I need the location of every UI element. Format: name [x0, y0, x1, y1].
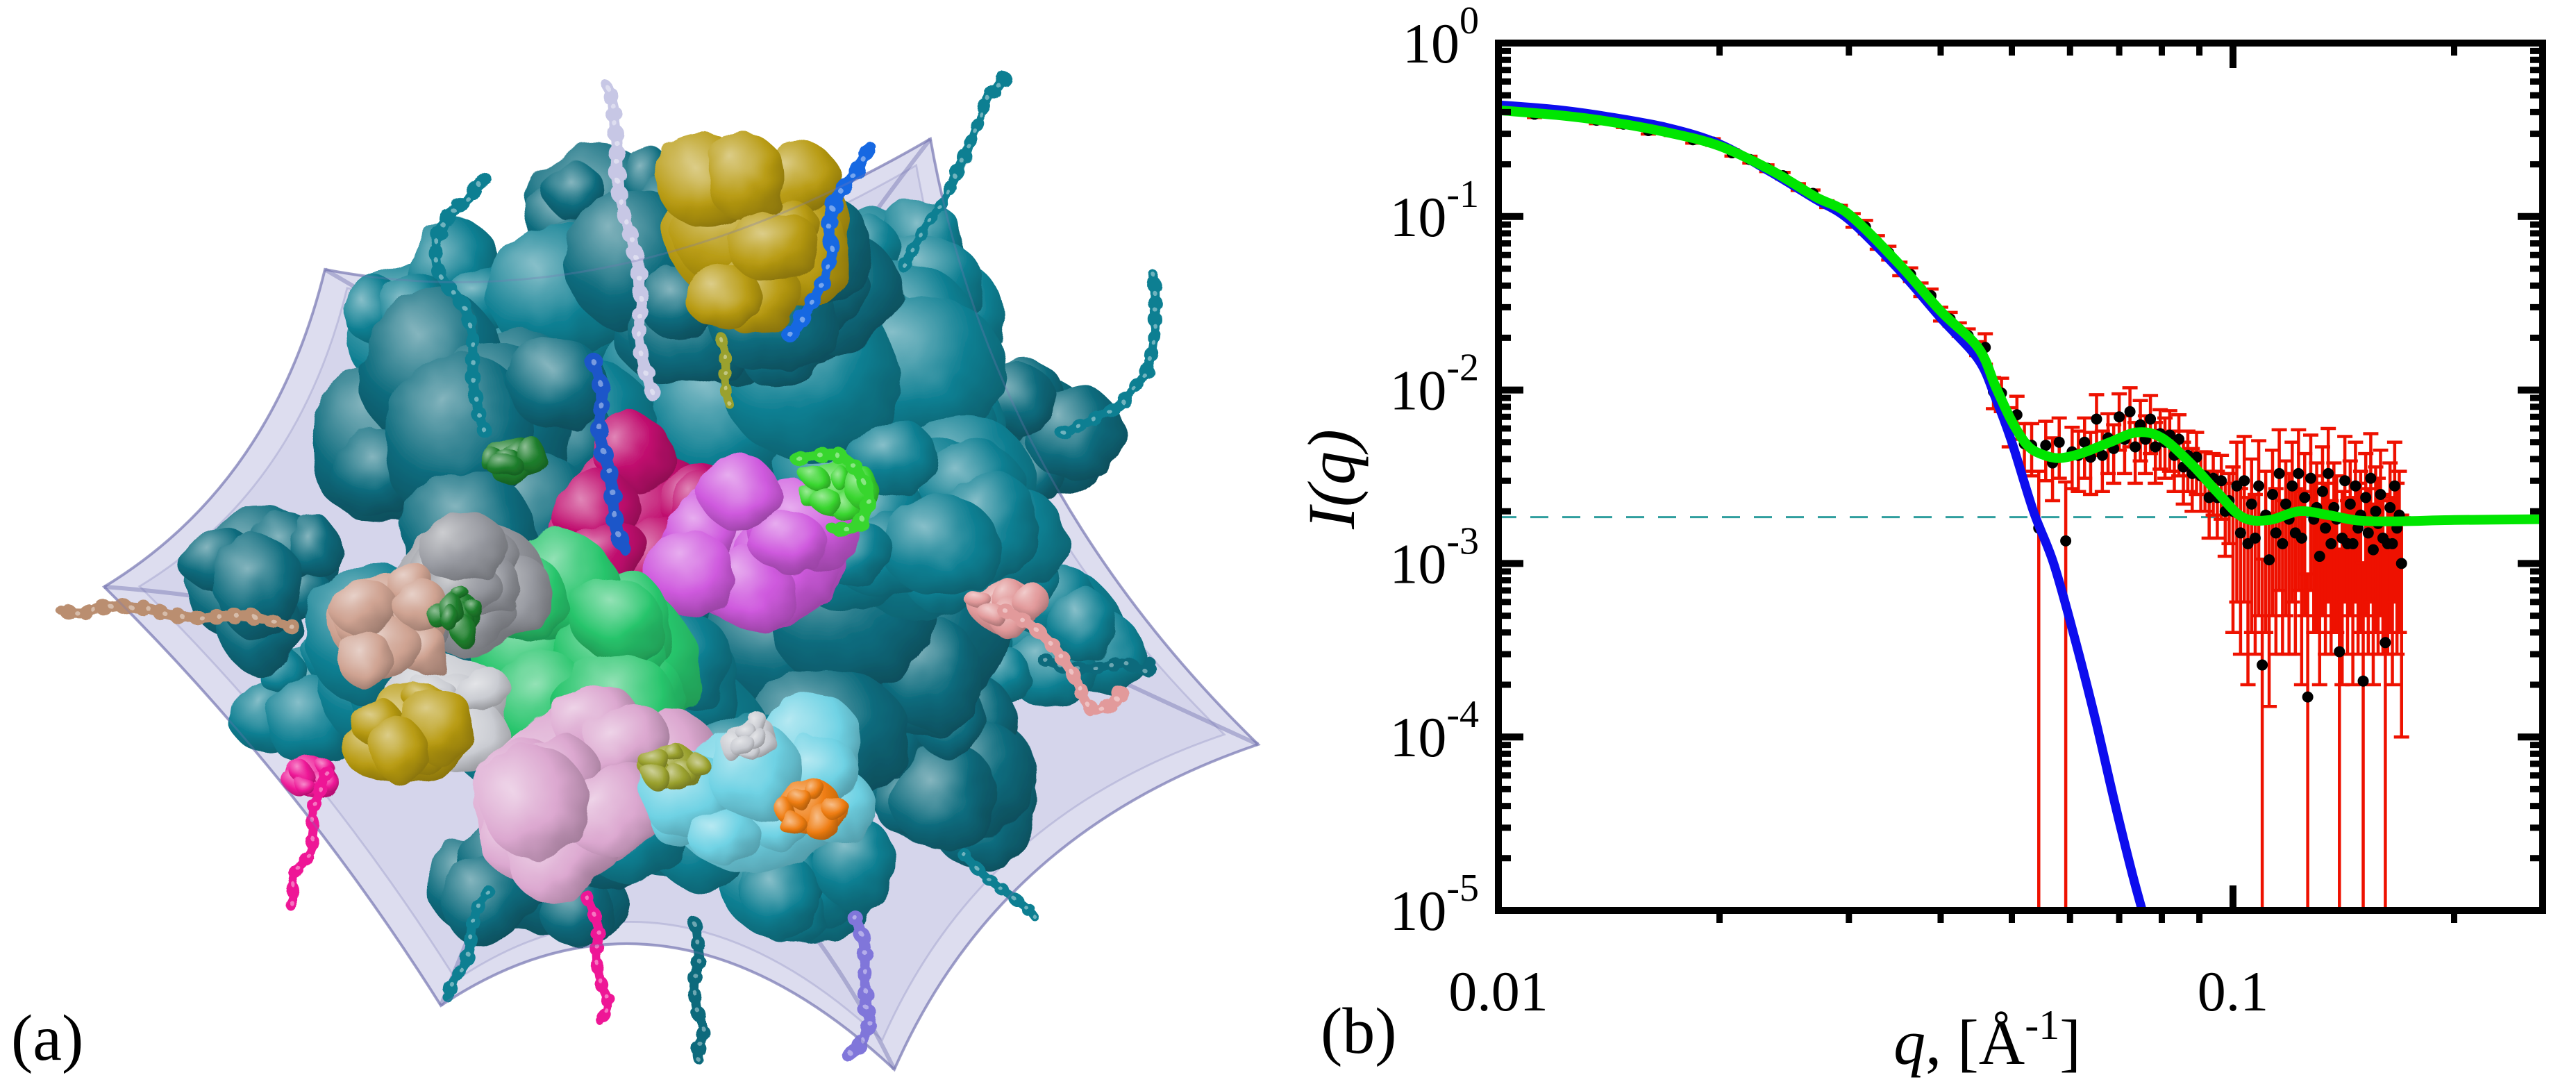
y-axis-label: I(q): [1294, 429, 1369, 530]
subunit-pink_tan: [327, 560, 449, 687]
subunit-olive: [640, 742, 706, 792]
molecular-render-panel: [52, 70, 1261, 1072]
y-tick-label-1e-1: 10-1: [1389, 173, 1479, 249]
subunit-violet: [647, 456, 858, 628]
subunit-plum: [472, 682, 724, 901]
y-tick-label-1e0: 100: [1403, 0, 1479, 75]
bead-chain-tan: [52, 598, 299, 634]
bead-chain-teal: [429, 170, 494, 440]
bead-chain-olive: [715, 333, 736, 411]
bead-chain-teal: [896, 70, 1013, 273]
bead-chain-teal: [958, 849, 1043, 925]
bead-chain-royal_blue: [585, 353, 636, 560]
bead-chain-teal_dark: [687, 917, 708, 1067]
flexible-termini-chains: [52, 70, 1162, 1067]
y-tick-label-1e-2: 10-2: [1389, 347, 1479, 422]
protein-subunit-blobs: [178, 133, 1143, 949]
bead-chain-purple: [837, 910, 879, 1061]
bead-chain-hot_pink: [579, 890, 617, 1030]
x-tick-label-0.01: 0.01: [1448, 960, 1548, 1023]
axis-ticks: [1498, 40, 2543, 923]
subunit-silver: [720, 708, 778, 763]
tick-labels: 100 10-1 10-2 10-3 10-4 10-5 0.01 0.1: [1389, 0, 2268, 1023]
panel-b-label: (b): [1321, 995, 1397, 1067]
subunit-orange: [770, 780, 852, 840]
saxs-plot-panel: 100 10-1 10-2 10-3 10-4 10-5 0.01 0.1 q, [Å-1] I(…: [1294, 0, 2546, 1078]
plot-series-area: [1501, 100, 2540, 908]
subunit-teal_dark: [178, 509, 340, 672]
bead-chain-lime_green: [792, 445, 877, 538]
error-bars: [1501, 104, 2409, 908]
y-tick-label-1e-3: 10-3: [1389, 519, 1479, 595]
subunit-dark_green: [426, 589, 487, 646]
subunit-dark_green: [477, 433, 545, 488]
saxs-envelope-front-edge: [102, 137, 1260, 1072]
y-tick-label-1e-4: 10-4: [1389, 693, 1479, 769]
subunit-khaki: [655, 133, 851, 338]
bead-chain-teal: [441, 883, 494, 1006]
y-tick-label-1e-5: 10-5: [1389, 867, 1479, 942]
bead-chain-salmon: [998, 603, 1128, 719]
x-axis-label: q, [Å-1]: [1893, 1002, 2081, 1078]
bead-chain-teal: [1055, 267, 1162, 440]
x-tick-label-0.1: 0.1: [2198, 960, 2269, 1023]
bead-chain-bright_blue: [782, 139, 879, 343]
subunit-khaki: [342, 683, 475, 781]
bead-chain-lavender_chain: [597, 76, 661, 401]
panel-a-label: (a): [11, 1002, 84, 1074]
bead-chain-hot_pink: [281, 765, 334, 912]
fit-curve-green: [1501, 106, 2540, 526]
